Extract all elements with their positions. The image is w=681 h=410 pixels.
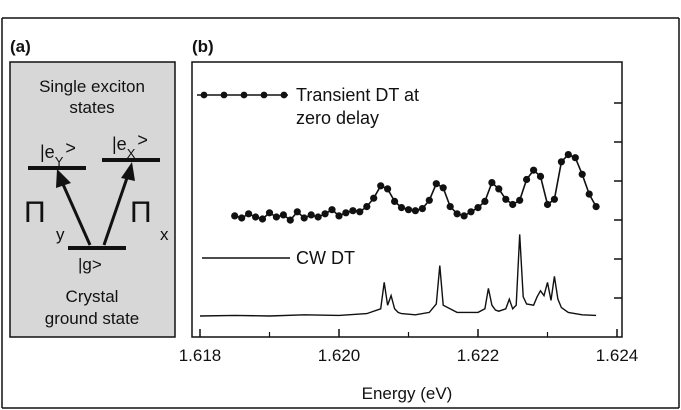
transient-dt-point [272,213,280,221]
transient-dt-point [279,211,287,219]
single-exciton-text-line2: states [69,98,114,117]
panel-b-chart: (b) 1.618 1.620 1.622 1.624 Transient DT at… [179,37,639,403]
transient-dt-point [307,211,315,219]
transient-dt-point [342,209,350,217]
transient-dt-point [404,206,413,214]
transient-dt-point [300,214,308,222]
transient-dt-point [488,179,496,187]
plot-frame [191,61,623,338]
x-tick-label: 1.622 [457,346,500,365]
transient-dt-point [418,205,426,213]
transient-dt-point [252,213,260,221]
pi-x-symbol: Π [130,196,152,229]
transient-dt-point [231,212,239,220]
transient-dt-point [432,180,440,188]
panel-a: (a) Single exciton states |eY> |eX> Π y … [9,37,176,338]
crystal-ground-text-line1: Crystal [66,287,119,306]
transient-dt-point [370,194,378,202]
transient-dt-point [293,208,301,216]
legend-transient-label: Transient DT at [296,85,419,105]
transient-dt-point [265,209,274,217]
transient-dt-point [425,196,433,204]
transient-dt-point [245,210,253,218]
transient-dt-point [356,208,364,216]
arrow-x-head [121,162,135,181]
transient-dt-point [578,170,586,178]
pi-y-subscript: y [56,225,65,244]
transient-dt-point [523,175,531,184]
transient-dt-point [467,208,475,216]
transient-dt-point [377,182,385,190]
ground-level-label: |g> [78,255,102,274]
transient-dt-point [258,215,267,223]
transient-dt-point [592,203,600,211]
transient-dt-point [349,207,357,215]
transient-dt-point [564,151,572,159]
transient-dt-point [391,197,399,205]
level-ex-label: |eX> [112,130,148,161]
transient-dt-point [481,197,489,205]
transient-dt-point [509,200,517,209]
legend-transient-marker [280,91,288,99]
x-tick-label: 1.620 [318,346,361,365]
transient-dt-point [286,216,294,224]
single-exciton-text-line1: Single exciton [39,77,145,96]
transient-dt-point [536,172,545,180]
transient-dt-point [453,210,461,218]
legend-transient-label: zero delay [296,108,379,128]
transient-dt-point [439,184,447,192]
panel-a-box [9,61,176,338]
legend-transient-marker [220,91,228,99]
arrow-y-shaft [60,181,92,246]
transient-dt-point [557,158,566,166]
transient-dt-point [495,185,503,193]
x-tick-label: 1.624 [596,346,639,365]
transient-dt-point [502,195,510,203]
transient-dt-point [543,200,552,209]
transient-dt-point [585,190,593,198]
transient-dt-point [550,195,559,203]
transient-dt-point [384,185,392,193]
legend: Transient DT at zero delay CW DT [197,85,419,268]
arrow-x-shaft [102,174,130,246]
axis-ticks: 1.618 1.620 1.622 1.624 [179,102,639,365]
transient-dt-point [328,206,336,214]
transient-dt-point [446,203,454,211]
level-ey-label: |eY> [40,138,76,169]
transient-dt-point [530,166,538,174]
transient-dt-point [460,212,468,220]
arrow-y-head [56,169,71,188]
transient-dt-point [516,196,524,204]
transient-dt-point [335,212,343,220]
transient-dt-point [397,204,406,212]
transient-dt-point [238,214,246,222]
transient-dt-point [474,204,482,212]
x-tick-label: 1.618 [179,346,222,365]
pi-x-subscript: x [160,225,169,244]
panel-a-label: (a) [10,37,31,56]
transient-dt-point [571,154,579,162]
cw-dt-line [199,234,597,317]
legend-transient-marker [240,91,248,99]
transient-dt-point [314,213,322,221]
crystal-ground-text-line2: ground state [45,309,140,328]
panel-b-label: (b) [192,37,214,56]
legend-transient-marker [260,91,268,99]
x-axis-label: Energy (eV) [362,384,453,403]
legend-transient-marker [200,91,208,99]
transient-dt-point [411,207,419,215]
transient-dt-point [321,210,329,218]
pi-y-symbol: Π [24,196,46,229]
legend-cw-label: CW DT [296,248,355,268]
series-layer [199,151,600,317]
transient-dt-point [363,203,371,211]
